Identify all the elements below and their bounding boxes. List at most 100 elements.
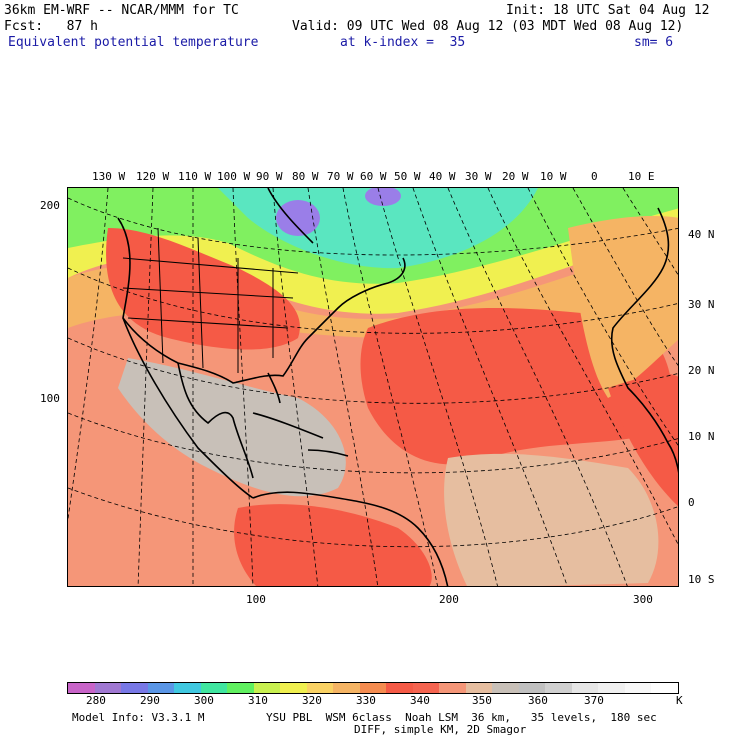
colorbar-swatch	[333, 683, 360, 693]
lat-label: 10 S	[688, 573, 715, 586]
meridian-line	[527, 188, 678, 446]
diffusion-info: DIFF, simple KM, 2D Smagor	[354, 723, 527, 736]
map-panel	[67, 187, 679, 587]
colorbar-swatch	[280, 683, 307, 693]
meridian-line	[272, 188, 319, 586]
meridian-line	[377, 188, 498, 586]
meridian-line	[137, 188, 154, 586]
field-tan-equatorial	[444, 453, 659, 586]
colorbar-label: 360	[528, 694, 548, 707]
colorbar-swatch	[306, 683, 334, 693]
meridian-line	[68, 188, 109, 522]
meridian-line	[232, 188, 254, 586]
colorbar-swatch	[121, 683, 148, 693]
meridian-line	[307, 188, 379, 586]
lon-label: 10 W	[540, 170, 567, 183]
coastline-south-america	[252, 491, 449, 586]
field-red-africa	[608, 373, 678, 507]
parallel-line	[68, 412, 678, 474]
forecast-hour: Fcst: 87 h	[4, 19, 98, 34]
coastline-mexico-west	[122, 317, 254, 499]
lat-label: 10 N	[688, 430, 715, 443]
meridian-line	[342, 188, 438, 586]
colorbar-label: 340	[410, 694, 430, 707]
border-line	[122, 287, 294, 299]
lon-label: 30 W	[465, 170, 492, 183]
model-title: 36km EM-WRF -- NCAR/MMM for TC	[4, 3, 239, 18]
colorbar-label: 310	[248, 694, 268, 707]
colorbar-swatch	[386, 683, 413, 693]
colorbar-swatch	[624, 683, 652, 693]
coastline-cuba	[252, 412, 324, 439]
field-cold-core	[365, 188, 401, 206]
colorbar-swatch	[147, 683, 175, 693]
meridian-line	[412, 188, 568, 586]
colorbar	[67, 682, 679, 694]
lon-label: 20 W	[502, 170, 529, 183]
field-grey-caribbean	[118, 358, 346, 497]
level-info: at k-index = 35	[340, 35, 466, 50]
coastline-yucatan	[177, 362, 254, 479]
colorbar-unit: K	[676, 694, 683, 707]
parallel-line	[68, 337, 678, 404]
parallel-line	[68, 197, 678, 256]
colorbar-swatch	[227, 683, 254, 693]
colorbar-swatch	[412, 683, 440, 693]
grid-y-label: 100	[40, 392, 60, 405]
coastline-europe-africa	[610, 207, 678, 474]
colorbar-label: 280	[86, 694, 106, 707]
meridian-line	[487, 188, 678, 546]
colorbar-swatch	[359, 683, 387, 693]
border-line	[127, 317, 289, 329]
lon-label: 80 W	[292, 170, 319, 183]
lon-label: 120 W	[136, 170, 170, 183]
lon-label: 10 E	[628, 170, 655, 183]
colorbar-swatch	[68, 683, 95, 693]
lon-label: 0	[591, 170, 598, 183]
colorbar-swatch	[94, 683, 122, 693]
lon-label: 40 W	[429, 170, 456, 183]
colorbar-label: 320	[302, 694, 322, 707]
valid-time: Valid: 09 UTC Wed 08 Aug 12 (03 MDT Wed …	[292, 19, 684, 34]
coastlines	[117, 188, 678, 586]
colorbar-swatch	[651, 683, 678, 693]
lat-label: 30 N	[688, 298, 715, 311]
colorbar-label: 370	[584, 694, 604, 707]
grid-x-label: 300	[633, 593, 653, 606]
model-info: Model Info: V3.3.1 M	[72, 711, 205, 724]
colorbar-swatch	[545, 683, 572, 693]
parallel-line	[68, 487, 678, 548]
coastline-florida	[267, 372, 281, 404]
coastline-hudson	[267, 188, 314, 244]
colorbar-swatch	[200, 683, 228, 693]
colorbar-label: 330	[356, 694, 376, 707]
field-red-southamerica	[234, 504, 432, 586]
coastline-hispaniola	[307, 449, 349, 457]
border-line	[157, 227, 164, 364]
field-cold-core	[276, 200, 320, 236]
lon-label: 100 W	[217, 170, 251, 183]
political-boundaries	[122, 227, 299, 373]
field-name: Equivalent potential temperature	[8, 35, 259, 50]
map-canvas	[68, 188, 678, 586]
lat-label: 40 N	[688, 228, 715, 241]
grid-x-label: 200	[439, 593, 459, 606]
smoothing-info: sm= 6	[634, 35, 674, 50]
colorbar-label: 300	[194, 694, 214, 707]
colorbar-swatch	[598, 683, 625, 693]
physics-info: YSU PBL WSM 6class Noah LSM 36 km, 35 le…	[266, 711, 657, 724]
graticule	[68, 188, 678, 586]
colorbar-swatch	[571, 683, 599, 693]
lat-label: 20 N	[688, 364, 715, 377]
border-line	[122, 257, 299, 274]
meridian-line	[622, 188, 678, 276]
colorbar-swatch	[518, 683, 546, 693]
colorbar-swatch	[439, 683, 466, 693]
lon-label: 130 W	[92, 170, 126, 183]
colorbar-swatch	[492, 683, 519, 693]
lon-label: 60 W	[360, 170, 387, 183]
colorbar-swatch	[465, 683, 493, 693]
colorbar-swatch	[174, 683, 201, 693]
grid-y-label: 200	[40, 199, 60, 212]
lon-label: 110 W	[178, 170, 212, 183]
